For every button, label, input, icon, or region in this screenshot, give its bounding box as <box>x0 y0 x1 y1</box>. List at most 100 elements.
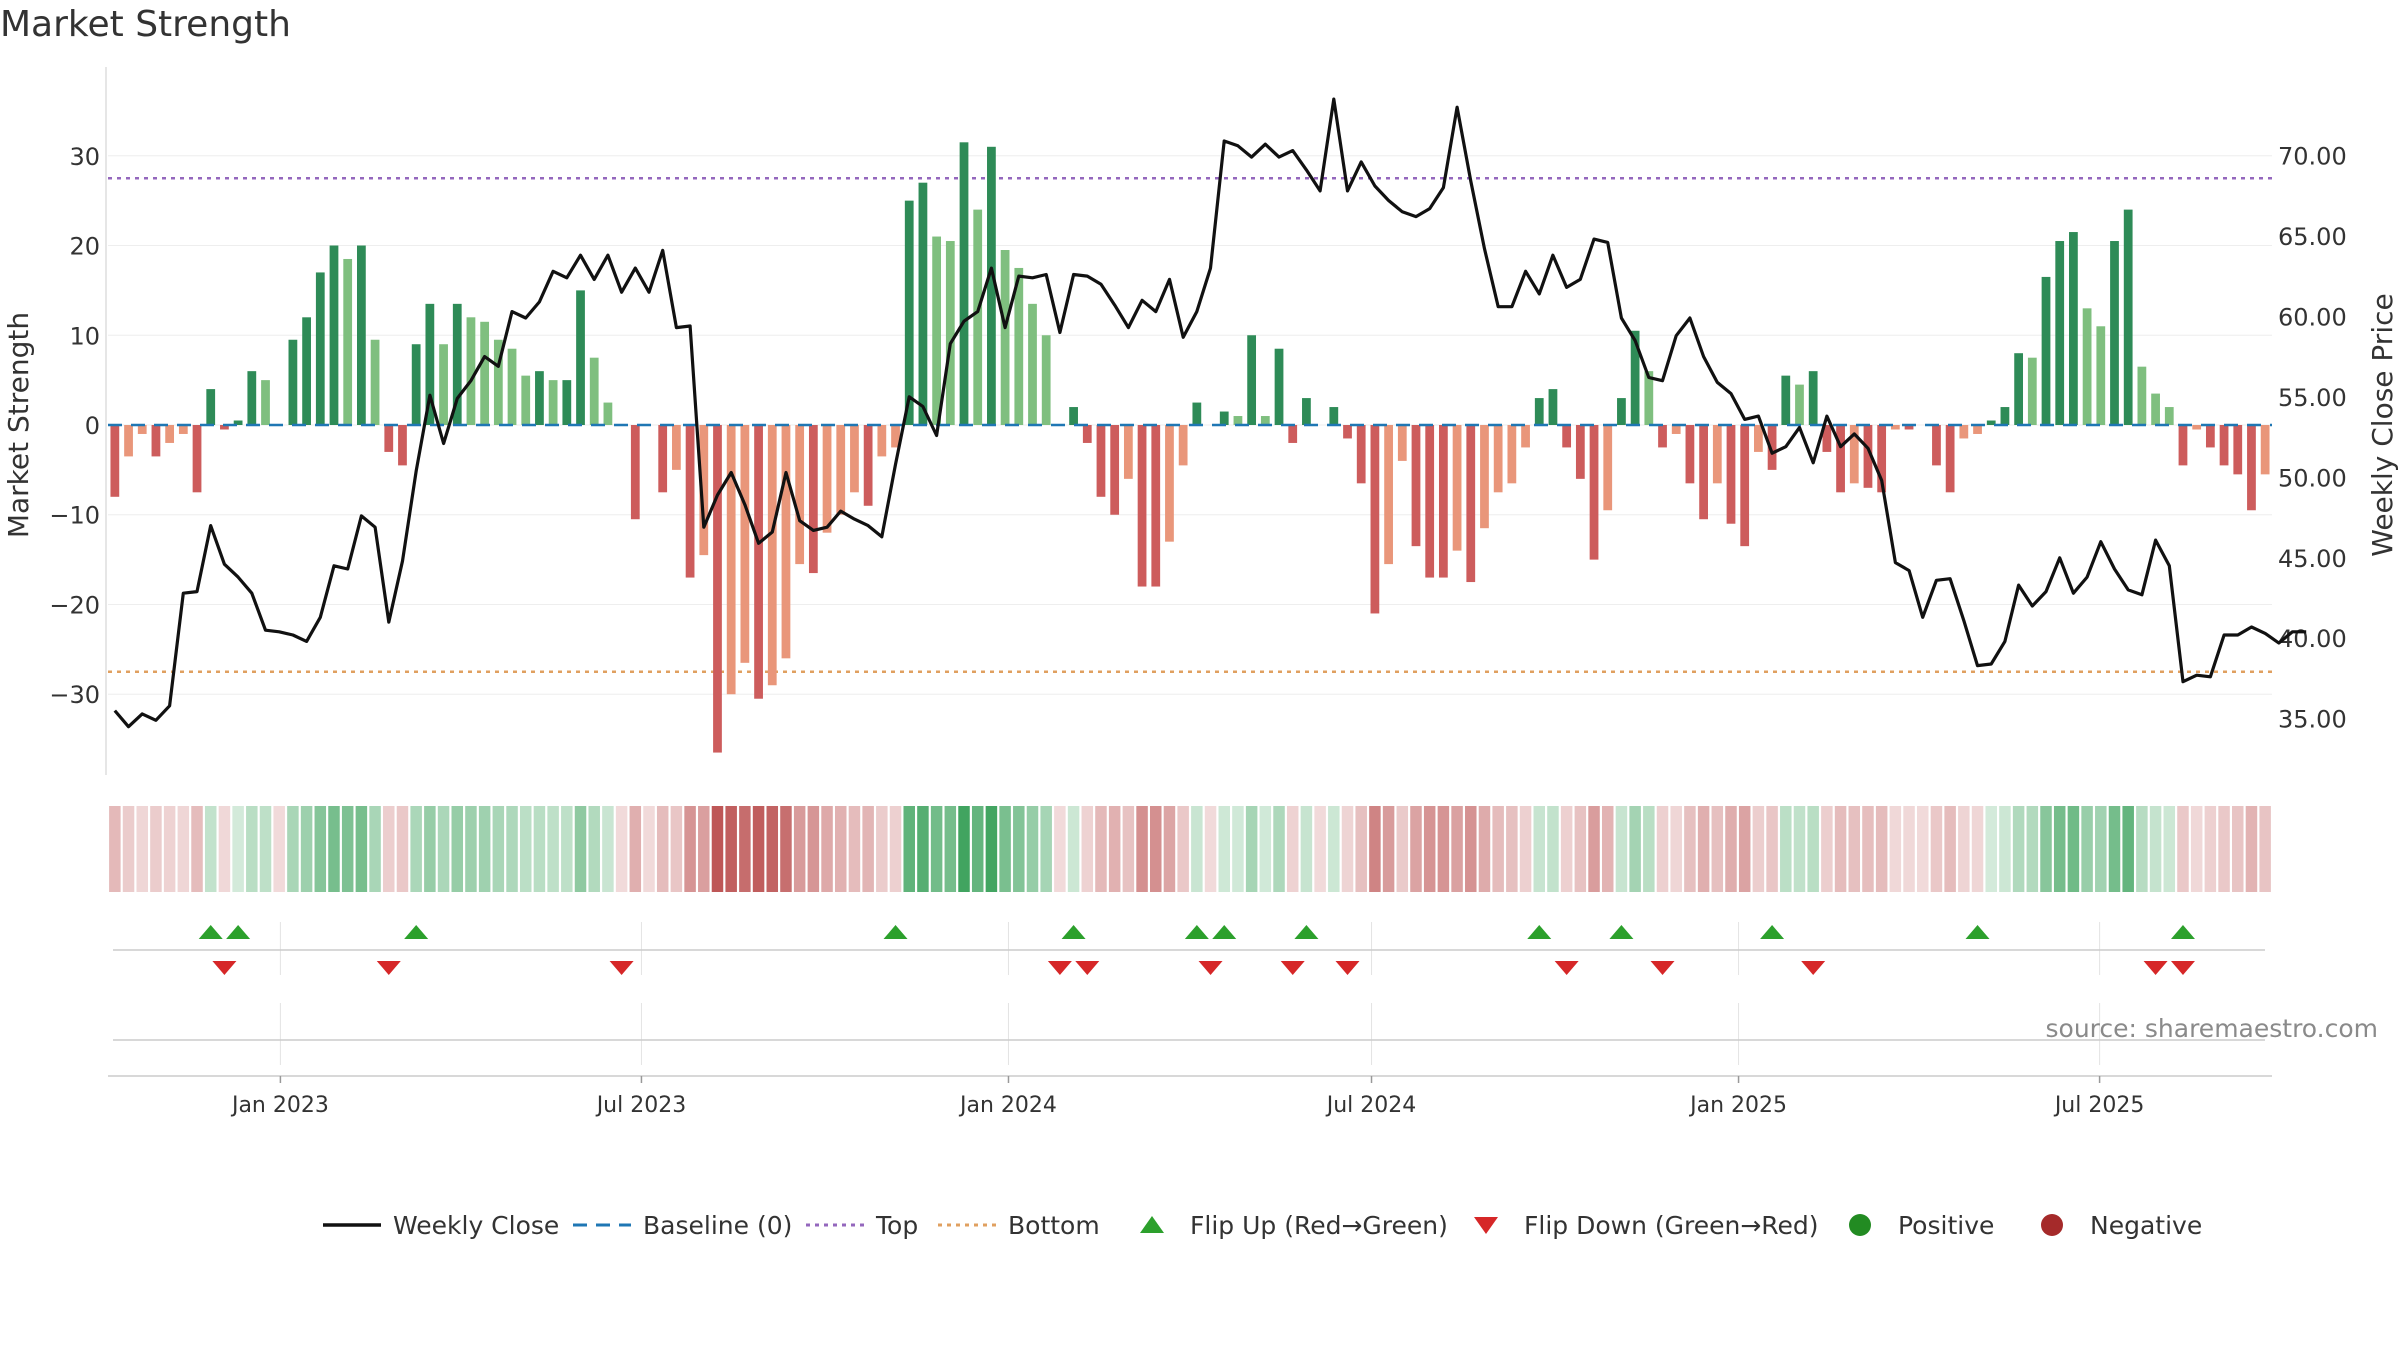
heat-cell <box>1971 806 1984 892</box>
strength-bar <box>1397 425 1407 461</box>
heat-cell <box>547 806 559 892</box>
heat-cell <box>1122 806 1135 892</box>
strength-bar <box>1192 402 1202 425</box>
strength-bar <box>1178 425 1188 466</box>
heat-cell <box>1204 806 1217 892</box>
heat-cell <box>930 806 943 892</box>
strength-bar <box>2205 425 2215 448</box>
strength-bar <box>1384 425 1393 565</box>
legend-swatch-positive <box>1849 1214 1871 1236</box>
flip-up-marker <box>1527 925 1552 939</box>
heat-cell <box>1958 806 1970 892</box>
heat-cell <box>793 806 806 892</box>
strength-bar <box>836 425 846 515</box>
x-tick-label: Jul 2024 <box>1325 1093 1417 1118</box>
flip-down-marker <box>1047 961 1072 975</box>
heat-cell <box>1574 806 1587 892</box>
heat-cell <box>1793 806 1806 892</box>
strength-bar <box>877 425 887 457</box>
flip-up-marker <box>1965 925 1990 939</box>
strength-bar <box>151 425 161 457</box>
strength-bar <box>1151 425 1161 587</box>
strength-bar <box>1548 389 1558 425</box>
strength-bar <box>1603 425 1613 511</box>
heat-cell <box>369 806 381 892</box>
y-tick-label: 20 <box>69 233 100 261</box>
strength-bar <box>959 142 969 426</box>
strength-bar <box>891 425 900 448</box>
strength-bar <box>1343 425 1352 439</box>
heat-cell <box>109 806 121 892</box>
y-tick-label: 30 <box>69 143 100 171</box>
y2-tick-label: 65.00 <box>2278 223 2347 251</box>
heat-cell <box>698 806 710 892</box>
flip-down-marker <box>1335 961 1360 975</box>
heat-cell <box>1629 806 1641 892</box>
strength-bar <box>1247 335 1257 425</box>
strength-bar <box>384 425 394 452</box>
heat-cell <box>958 806 970 892</box>
strength-bar <box>1699 425 1708 520</box>
strength-bar <box>2082 308 2092 425</box>
strength-bar <box>863 425 873 506</box>
heat-cell <box>999 806 1011 892</box>
strength-bar <box>2069 232 2078 425</box>
strength-bar <box>904 200 914 425</box>
strength-bar <box>302 317 311 425</box>
strength-bar <box>685 425 695 578</box>
bars-layer <box>108 142 2272 753</box>
heat-cell <box>1519 806 1532 892</box>
x-tick-label: Jul 2023 <box>595 1093 687 1118</box>
heat-cell <box>2245 806 2258 892</box>
heat-cell <box>1410 806 1422 892</box>
heat-cell <box>1656 806 1669 892</box>
strength-bar <box>603 402 613 425</box>
heat-cell <box>328 806 340 892</box>
strength-bar <box>1644 371 1654 425</box>
source-note: source: sharemaestro.com <box>2045 1014 2379 1043</box>
legend-label: Bottom <box>1008 1211 1100 1240</box>
strength-bar <box>1562 425 1572 448</box>
strength-bar <box>932 236 942 425</box>
y-tick-label: −30 <box>49 681 100 709</box>
heat-cell <box>1040 806 1052 892</box>
strength-bar <box>1165 425 1174 542</box>
flip-down-marker <box>1650 961 1675 975</box>
strength-bar <box>124 425 133 457</box>
strength-bar <box>261 380 270 425</box>
strength-bar <box>110 425 120 497</box>
heat-cell <box>2149 806 2162 892</box>
strength-bar <box>1795 384 1804 425</box>
heat-cell <box>1478 806 1491 892</box>
flip-up-marker <box>1061 925 1086 939</box>
heat-cell <box>1834 806 1847 892</box>
legend-swatch-flip-down <box>1474 1217 1498 1234</box>
heat-cell <box>1081 806 1094 892</box>
heat-cell <box>437 806 450 892</box>
y2-axis-title: Weekly Close Price <box>2366 293 2399 556</box>
heat-cell <box>1588 806 1600 892</box>
strength-bar <box>630 425 640 520</box>
strength-bar <box>535 371 544 425</box>
heat-cell <box>136 806 148 892</box>
heat-cell <box>451 806 464 892</box>
strength-bar <box>808 425 818 574</box>
heat-cell <box>985 806 998 892</box>
flip-down-marker <box>1554 961 1579 975</box>
flip-down-marker <box>1801 961 1826 975</box>
weekly-close-line <box>113 97 2307 729</box>
heat-cell <box>1108 806 1121 892</box>
flip-up-marker <box>1760 925 1785 939</box>
strength-bar <box>918 182 928 425</box>
strength-bar <box>713 425 722 753</box>
heat-cell <box>2081 806 2093 892</box>
strength-bar <box>1685 425 1695 484</box>
heat-cell <box>396 806 409 892</box>
heat-cell <box>711 806 724 892</box>
flip-down-marker <box>1280 961 1305 975</box>
heat-cell <box>1615 806 1628 892</box>
y2-tick-label: 50.00 <box>2278 464 2347 492</box>
x-tick-label: Jan 2025 <box>1688 1093 1787 1118</box>
y-tick-label: −10 <box>49 502 100 530</box>
